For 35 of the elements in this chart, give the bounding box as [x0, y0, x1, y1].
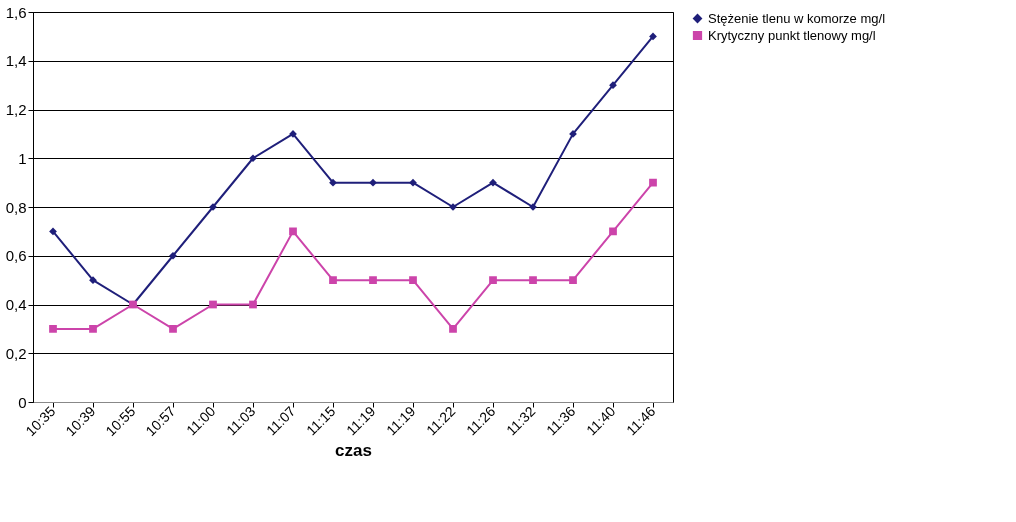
- point: [49, 325, 57, 333]
- y-tick-label: 1: [18, 149, 27, 167]
- point: [569, 276, 577, 284]
- point: [89, 325, 97, 333]
- point: [209, 300, 217, 309]
- y-tick-label: 0,2: [5, 344, 27, 362]
- point: [489, 178, 497, 187]
- point: [649, 178, 657, 187]
- point: [609, 227, 617, 236]
- point: [49, 227, 57, 236]
- point: [369, 276, 377, 284]
- y-tick-label: 0,4: [5, 296, 27, 313]
- y-tick-label: 1,6: [5, 3, 27, 21]
- point: [249, 300, 257, 309]
- point: [169, 325, 177, 333]
- point: [489, 276, 497, 284]
- point: [169, 251, 177, 260]
- y-tick-label: 1,2: [5, 101, 27, 118]
- legend-label: Krytyczny punkt tlenowy mg/l: [708, 27, 876, 43]
- y-tick-label: 1,4: [5, 52, 27, 70]
- point: [649, 32, 657, 41]
- point: [249, 154, 257, 163]
- point: [449, 325, 457, 333]
- point: [369, 178, 377, 187]
- point: [409, 178, 417, 187]
- point: [329, 276, 337, 284]
- point: [409, 276, 417, 284]
- legend-label: Stężenie tlenu w komorze mg/l: [708, 10, 886, 26]
- x-axis-title: czas: [335, 441, 372, 461]
- y-tick-label: 0,6: [5, 247, 27, 265]
- y-tick-label: 0,8: [5, 198, 27, 216]
- point: [289, 227, 297, 236]
- y-tick-label: 0: [18, 393, 27, 411]
- point: [529, 276, 537, 284]
- point: [329, 178, 337, 187]
